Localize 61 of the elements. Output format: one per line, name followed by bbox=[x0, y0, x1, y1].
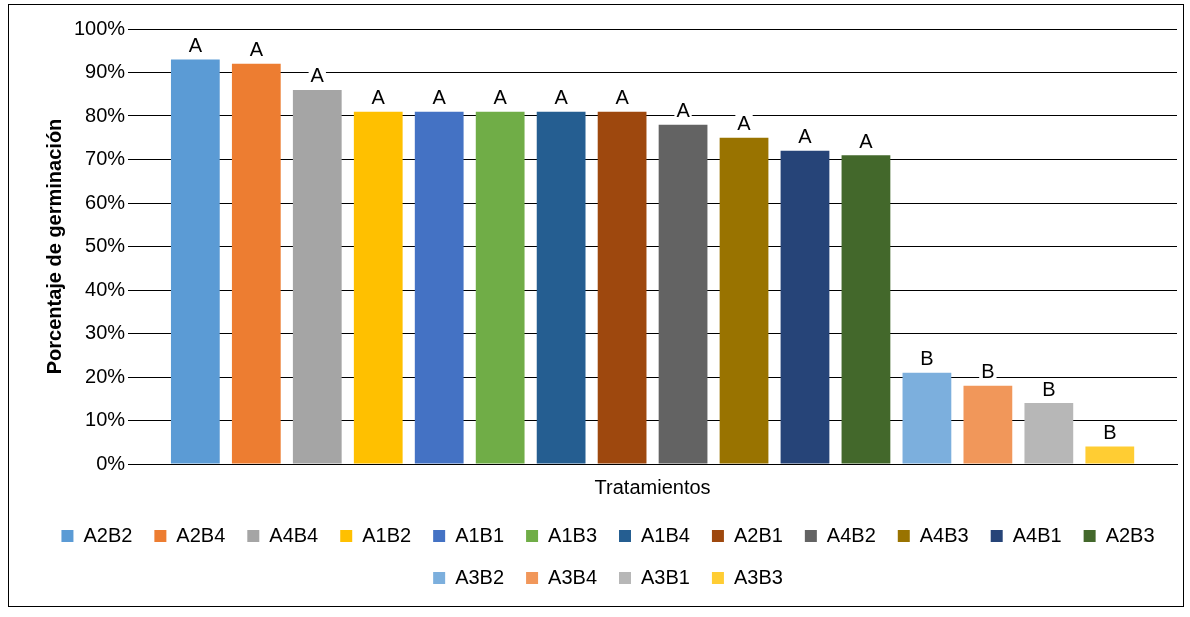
y-tick-label: 40% bbox=[85, 277, 126, 300]
bar bbox=[902, 372, 952, 464]
annotation: B bbox=[920, 347, 934, 370]
annotation: A bbox=[310, 64, 325, 87]
y-tick-label: 80% bbox=[85, 103, 126, 126]
legend-label: A1B2 bbox=[362, 523, 412, 546]
annotation: A bbox=[371, 86, 386, 109]
y-tick-label: 70% bbox=[85, 147, 126, 170]
annotation: A bbox=[554, 86, 569, 109]
y-tick-label: 10% bbox=[85, 408, 126, 431]
legend-label: A4B3 bbox=[919, 523, 969, 546]
y-tick-label: 0% bbox=[96, 451, 126, 474]
annotation: A bbox=[188, 33, 203, 56]
legend-label: A4B2 bbox=[826, 523, 876, 546]
legend-label: A1B4 bbox=[641, 523, 690, 546]
legend-label: A2B4 bbox=[176, 523, 226, 546]
bar bbox=[597, 111, 647, 464]
bar bbox=[780, 150, 830, 464]
bar bbox=[536, 111, 586, 464]
bar bbox=[414, 111, 464, 464]
y-axis-title: Porcentaje de germinación bbox=[42, 118, 65, 375]
annotation: B bbox=[1042, 377, 1056, 400]
legend-label: A1B1 bbox=[455, 523, 505, 546]
annotation: A bbox=[432, 86, 447, 109]
legend-label: A3B1 bbox=[641, 565, 690, 588]
annotation: A bbox=[249, 38, 264, 61]
annotation: A bbox=[676, 99, 691, 122]
bar bbox=[231, 63, 281, 464]
bar bbox=[170, 59, 220, 464]
legend-label: A1B3 bbox=[548, 523, 598, 546]
y-tick-label: 20% bbox=[85, 364, 126, 387]
annotation: B bbox=[981, 360, 995, 383]
y-tick-label: 50% bbox=[85, 234, 126, 257]
bar bbox=[963, 385, 1013, 464]
y-tick-label: 90% bbox=[85, 60, 126, 83]
bar bbox=[1085, 446, 1135, 464]
annotation: A bbox=[615, 86, 630, 109]
bar bbox=[475, 111, 525, 464]
bar bbox=[1024, 403, 1074, 464]
annotation: B bbox=[1103, 421, 1117, 444]
bar bbox=[719, 137, 769, 464]
annotation: A bbox=[859, 129, 874, 152]
legend-label: A2B3 bbox=[1105, 523, 1155, 546]
legend-label: A3B3 bbox=[733, 565, 783, 588]
legend-label: A2B1 bbox=[733, 523, 783, 546]
legend-label: A4B4 bbox=[269, 523, 319, 546]
bar bbox=[292, 89, 342, 464]
y-tick-label: 100% bbox=[74, 16, 126, 39]
legend-label: A4B1 bbox=[1012, 523, 1062, 546]
x-axis-title: Tratamientos bbox=[594, 475, 711, 498]
bar bbox=[841, 155, 891, 464]
y-tick-label: 60% bbox=[85, 190, 126, 213]
legend-label: A3B4 bbox=[548, 565, 598, 588]
legend-label: A3B2 bbox=[455, 565, 505, 588]
y-tick-label: 30% bbox=[85, 321, 126, 344]
annotation: A bbox=[737, 112, 752, 135]
bar bbox=[353, 111, 403, 464]
annotation: A bbox=[798, 125, 813, 148]
annotation: A bbox=[493, 86, 508, 109]
legend-label: A2B2 bbox=[83, 523, 133, 546]
bar bbox=[658, 124, 708, 464]
